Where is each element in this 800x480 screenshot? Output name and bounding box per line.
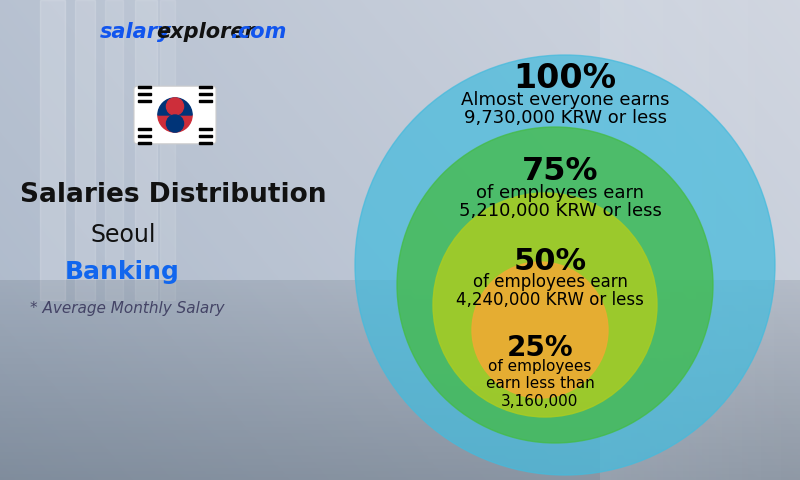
- Bar: [138, 142, 151, 144]
- Text: Seoul: Seoul: [90, 223, 155, 247]
- Text: Almost everyone earns: Almost everyone earns: [461, 91, 670, 108]
- FancyBboxPatch shape: [134, 86, 216, 144]
- Bar: [160, 0, 175, 300]
- Bar: [138, 86, 151, 88]
- Text: 75%: 75%: [522, 156, 598, 188]
- Bar: [138, 135, 151, 137]
- Text: .com: .com: [230, 22, 286, 42]
- Bar: [40, 0, 65, 300]
- Bar: [138, 128, 151, 130]
- Bar: [135, 0, 157, 300]
- Text: 5,210,000 KRW or less: 5,210,000 KRW or less: [458, 202, 662, 220]
- Text: 100%: 100%: [514, 61, 617, 95]
- Text: salary: salary: [100, 22, 172, 42]
- Text: of employees: of employees: [488, 359, 592, 373]
- Wedge shape: [158, 98, 192, 115]
- Text: explorer: explorer: [156, 22, 254, 42]
- Text: of employees earn: of employees earn: [476, 184, 644, 202]
- Bar: [138, 100, 151, 102]
- Text: 4,240,000 KRW or less: 4,240,000 KRW or less: [456, 291, 644, 309]
- Bar: [198, 93, 212, 96]
- Wedge shape: [158, 115, 192, 132]
- Text: Banking: Banking: [65, 260, 180, 284]
- Text: 50%: 50%: [514, 248, 586, 276]
- Circle shape: [166, 98, 183, 115]
- Bar: [198, 86, 212, 88]
- Bar: [198, 100, 212, 102]
- Circle shape: [397, 127, 713, 443]
- Bar: [198, 142, 212, 144]
- Bar: [198, 135, 212, 137]
- Text: 25%: 25%: [506, 334, 574, 362]
- Text: 3,160,000: 3,160,000: [502, 395, 578, 409]
- Circle shape: [166, 115, 183, 132]
- Bar: [75, 0, 95, 300]
- Text: 9,730,000 KRW or less: 9,730,000 KRW or less: [463, 108, 666, 127]
- Text: earn less than: earn less than: [486, 376, 594, 392]
- Circle shape: [472, 262, 608, 398]
- Bar: [198, 128, 212, 130]
- Text: * Average Monthly Salary: * Average Monthly Salary: [30, 300, 225, 315]
- Circle shape: [355, 55, 775, 475]
- Text: of employees earn: of employees earn: [473, 273, 627, 291]
- Text: Salaries Distribution: Salaries Distribution: [20, 182, 326, 208]
- Bar: [138, 93, 151, 96]
- Bar: [105, 0, 123, 300]
- Circle shape: [433, 193, 657, 417]
